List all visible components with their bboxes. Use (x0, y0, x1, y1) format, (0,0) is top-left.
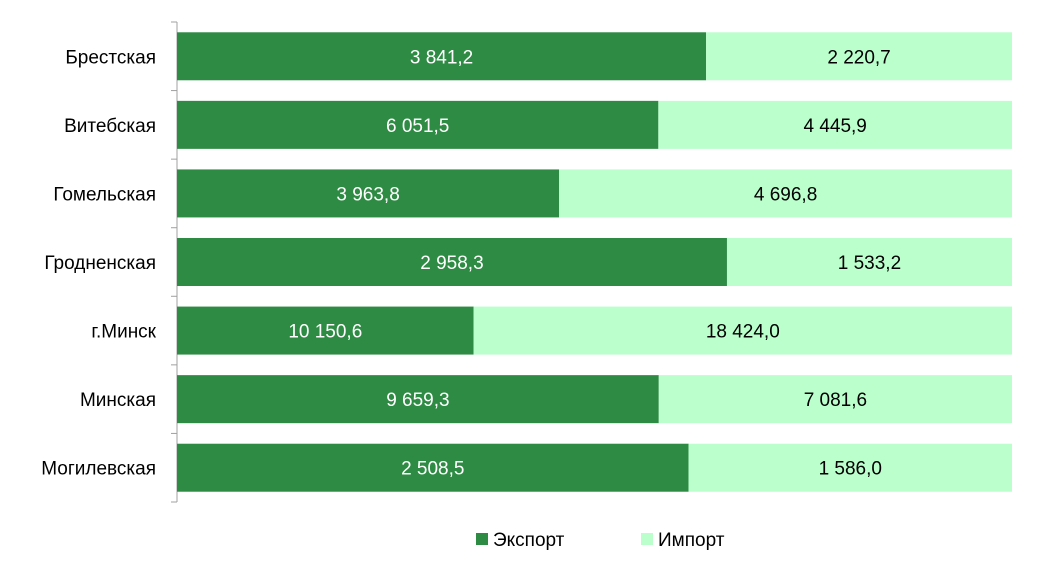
bar-import (726, 238, 1012, 286)
data-label-import: 1 533,2 (838, 253, 901, 274)
category-label: Могилевская (41, 459, 156, 480)
bar-export (177, 32, 707, 81)
data-label-import: 18 424,0 (706, 322, 780, 343)
category-label: г.Минск (91, 322, 156, 343)
data-label-import: 4 445,9 (803, 116, 866, 137)
category-label: Витебская (64, 116, 156, 137)
category-label: Гродненская (44, 253, 156, 274)
data-label-export: 6 051,5 (386, 116, 449, 137)
bar-export (177, 238, 727, 286)
bar-export (177, 100, 659, 149)
category-axis (171, 21, 178, 503)
legend-item-import: Импорт (641, 530, 725, 551)
legend-item-export: Экспорт (476, 530, 565, 551)
bars (177, 32, 1012, 492)
bar-export (177, 169, 560, 218)
legend-swatch (641, 533, 653, 545)
data-label-export: 3 841,2 (410, 47, 473, 68)
bar-import (688, 443, 1012, 492)
data-label-export: 9 659,3 (386, 390, 449, 411)
legend-label: Экспорт (493, 530, 565, 551)
legend-label: Импорт (658, 530, 725, 551)
category-label: Минская (80, 390, 156, 411)
bar-export (177, 443, 689, 492)
data-label-export: 2 508,5 (401, 459, 464, 480)
data-label-import: 4 696,8 (754, 184, 817, 205)
bar-import (658, 100, 1012, 149)
data-label-import: 7 081,6 (804, 390, 867, 411)
bar-import (473, 306, 1012, 355)
bar-import (559, 169, 1012, 218)
data-label-import: 2 220,7 (827, 47, 890, 68)
data-label-export: 3 963,8 (336, 184, 399, 205)
category-label: Брестская (65, 47, 156, 68)
legend-swatch (476, 533, 488, 545)
bar-import (706, 32, 1012, 81)
bar-import (658, 375, 1012, 424)
data-label-export: 2 958,3 (420, 253, 483, 274)
bar-export (177, 375, 659, 424)
labels: Брестская 3 841,2 2 220,7 Витебская 6 051,5 4… (41, 47, 901, 479)
category-label: Гомельская (53, 184, 156, 205)
data-label-import: 1 586,0 (819, 459, 882, 480)
bar-export (177, 306, 474, 355)
legend: Экспорт Импорт (476, 530, 725, 551)
data-label-export: 10 150,6 (288, 322, 362, 343)
